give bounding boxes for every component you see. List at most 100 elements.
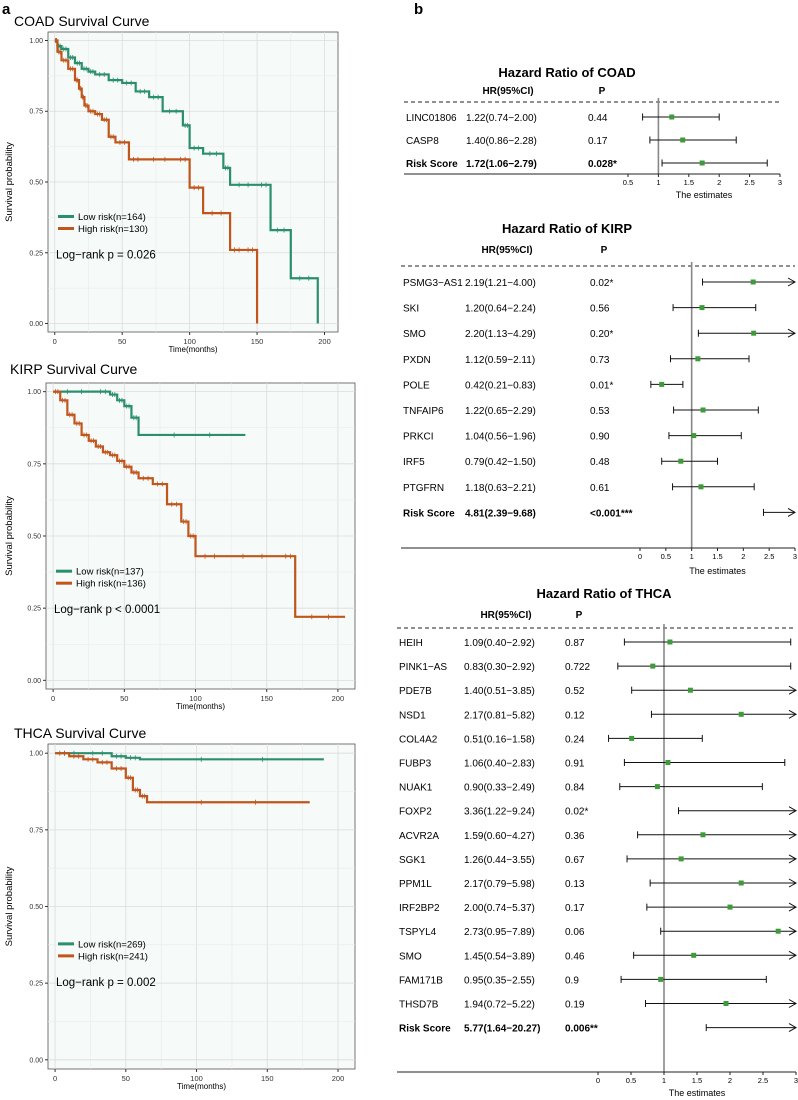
forest-ci-arrow	[788, 1023, 798, 1033]
km-xlabel: Time(months)	[168, 345, 217, 354]
km-xtick-label: 200	[332, 694, 345, 703]
forest-xlabel: The estimates	[689, 566, 746, 576]
forest-row-p: 0.48	[590, 457, 610, 468]
km-legend-label: Low risk(n=137)	[76, 567, 144, 578]
forest-row-p: 0.67	[565, 855, 585, 866]
km-title: KIRP Survival Curve	[10, 361, 138, 377]
forest-row-hr: 1.26(0.44−3.55)	[464, 855, 535, 866]
forest-point-estimate	[723, 1001, 729, 1006]
forest-point-estimate	[680, 137, 686, 143]
km-panel-0: COAD Survival Curve 0 50 100 150 200 0.00 0.25 0…	[4, 13, 339, 354]
forest-row-gene: PDE7B	[399, 686, 432, 697]
km-ytick-label: 0.75	[29, 109, 43, 116]
km-curve-high-risk	[53, 390, 346, 618]
forest-row-gene: POLE	[403, 380, 430, 391]
km-logrank-annotation: Log−rank p < 0.0001	[54, 604, 160, 616]
forest-xlabel: The estimates	[676, 190, 733, 200]
forest-row-gene: PSMG3−AS1	[403, 278, 463, 289]
forest-row-p: 0.87	[565, 638, 585, 649]
forest-xtick-label: 1	[656, 178, 660, 187]
forest-ci-arrow	[788, 709, 798, 719]
forest-header-p: P	[576, 610, 583, 621]
forest-point-estimate	[691, 433, 697, 439]
forest-row-hr: 1.09(0.40−2.92)	[464, 638, 535, 649]
forest-row-gene: Risk Score	[403, 508, 455, 519]
forest-point-estimate	[691, 952, 697, 958]
km-xtick-label: 50	[122, 1074, 130, 1083]
forest-row-p: 0.84	[565, 783, 585, 794]
forest-ci-arrow	[787, 277, 797, 287]
forest-xtick-label: 2	[741, 552, 745, 561]
forest-xtick-label: 1.5	[684, 178, 694, 187]
forest-row-p: 0.006**	[565, 1024, 598, 1035]
km-panel-1: KIRP Survival Curve 0 50 100 150 200 0.00 0.25 0…	[4, 361, 356, 711]
forest-row-p: <0.001***	[590, 508, 633, 519]
forest-point-estimate	[699, 160, 705, 166]
forest-title: Hazard Ratio of COAD	[498, 65, 635, 80]
forest-point-estimate	[629, 735, 635, 741]
forest-row-hr: 1.40(0.86−2.28)	[466, 136, 537, 147]
km-xtick-label: 50	[118, 337, 126, 346]
forest-row-hr: 0.51(0.16−1.58)	[464, 734, 535, 745]
forest-row-hr: 1.20(0.64−2.24)	[465, 304, 536, 315]
forest-point-estimate	[654, 784, 660, 790]
forest-point-estimate	[678, 856, 684, 862]
km-xtick-label: 0	[53, 337, 57, 346]
km-xtick-label: 200	[318, 337, 331, 346]
km-title: THCA Survival Curve	[14, 725, 146, 741]
forest-row-p: 0.52	[565, 686, 585, 697]
forest-row-hr: 4.81(2.39−9.68)	[465, 508, 536, 519]
forest-point-estimate	[738, 880, 744, 886]
forest-row-p: 0.13	[565, 879, 585, 890]
forest-point-estimate	[699, 305, 705, 311]
km-xtick-label: 150	[260, 694, 273, 703]
km-legend-label: Low risk(n=269)	[78, 939, 146, 950]
forest-row-hr: 3.36(1.22−9.24)	[464, 807, 535, 818]
km-ylabel: Survival probability	[4, 866, 15, 946]
forest-row-gene: Risk Score	[399, 1024, 451, 1035]
km-xtick-label: 150	[261, 1074, 274, 1083]
forest-point-estimate	[700, 832, 706, 838]
forest-row-p: 0.06	[565, 927, 585, 938]
km-ytick-label: 0.00	[27, 678, 41, 685]
forest-row-p: 0.73	[590, 355, 610, 366]
forest-ci-arrow	[788, 902, 798, 912]
forest-row-p: 0.61	[590, 483, 610, 494]
forest-xtick-label: 0.5	[623, 178, 633, 187]
km-ytick-label: 0.75	[29, 827, 43, 834]
forest-row-p: 0.53	[590, 406, 610, 417]
forest-row-gene: SMO	[403, 329, 426, 340]
forest-xtick-label: 2.5	[744, 178, 754, 187]
km-xtick-label: 100	[189, 694, 202, 703]
forest-xtick-label: 0	[596, 1076, 600, 1085]
km-legend-label: High risk(n=130)	[78, 224, 148, 235]
panel-label-a: a	[2, 1, 11, 18]
forest-row-gene: SGK1	[399, 855, 426, 866]
forest-header-p: P	[601, 245, 608, 256]
km-logrank-annotation: Log−rank p = 0.002	[56, 977, 156, 989]
km-logrank-annotation: Log−rank p = 0.026	[56, 250, 156, 262]
km-ytick-label: 0.25	[29, 250, 43, 257]
km-xtick-label: 0	[53, 1074, 57, 1083]
km-xtick-label: 100	[190, 1074, 203, 1083]
km-xtick-label: 50	[120, 694, 128, 703]
forest-point-estimate	[727, 904, 733, 910]
forest-row-p: 0.02*	[590, 278, 613, 289]
forest-point-estimate	[700, 407, 706, 413]
forest-ci-arrow	[788, 878, 798, 888]
km-curve-high-risk	[55, 752, 310, 804]
forest-row-p: 0.9	[565, 975, 579, 986]
km-ytick-label: 0.50	[27, 534, 41, 541]
km-ylabel: Survival probability	[4, 142, 15, 222]
forest-row-gene: THSD7B	[399, 1000, 439, 1011]
forest-point-estimate	[658, 976, 664, 982]
forest-xtick-label: 2	[728, 1076, 732, 1085]
forest-xtick-label: 2.5	[758, 1076, 768, 1085]
km-ytick-label: 1.00	[29, 38, 43, 45]
panel-label-b: b	[414, 1, 423, 18]
forest-row-hr: 2.20(1.13−4.29)	[465, 329, 536, 340]
forest-row-hr: 1.94(0.72−5.22)	[464, 1000, 535, 1011]
forest-xtick-label: 3	[794, 1076, 798, 1085]
forest-point-estimate	[667, 639, 673, 645]
